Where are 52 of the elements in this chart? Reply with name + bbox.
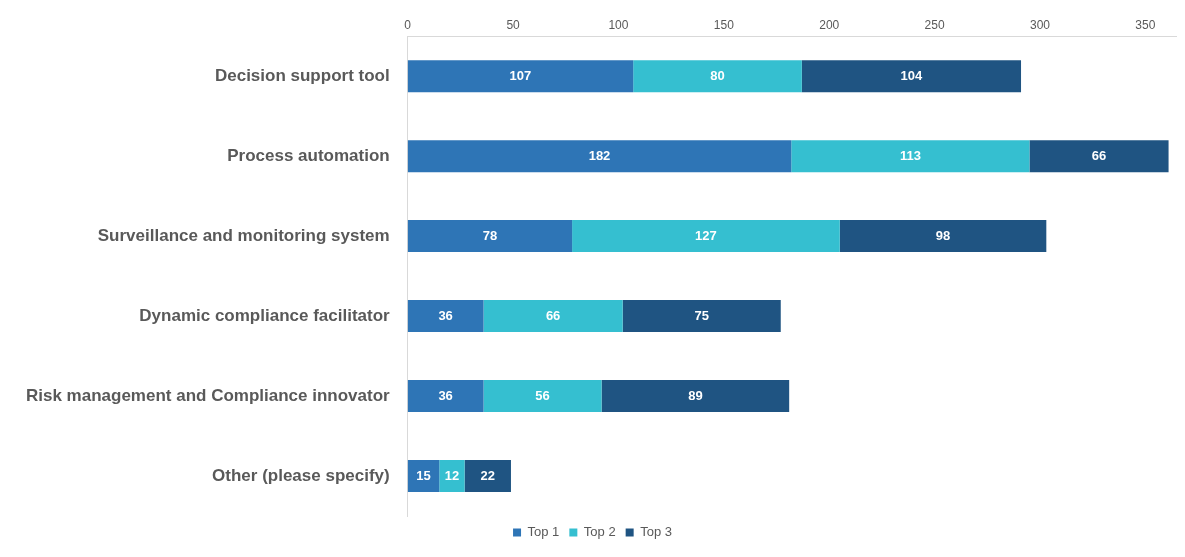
data-label: 89 bbox=[688, 387, 703, 403]
y-tick-label: Process automation bbox=[227, 145, 390, 165]
bar bbox=[407, 60, 634, 93]
data-label: 36 bbox=[438, 307, 453, 323]
data-label: 56 bbox=[535, 387, 550, 403]
data-label: 12 bbox=[444, 467, 460, 483]
data-label: 127 bbox=[695, 227, 717, 243]
x-tick-label: 300 bbox=[1029, 18, 1051, 33]
bar bbox=[483, 300, 623, 333]
y-tick-label: Risk management and Compliance innovator bbox=[25, 385, 391, 405]
bar bbox=[407, 220, 573, 253]
data-label: 75 bbox=[694, 307, 709, 323]
x-tick-label: 50 bbox=[506, 18, 521, 33]
y-tick-label: Dynamic compliance facilitator bbox=[139, 305, 391, 325]
data-label: 113 bbox=[899, 147, 921, 163]
x-tick-label: 0 bbox=[404, 18, 412, 33]
legend-label: Top 1 bbox=[527, 524, 560, 540]
bar bbox=[483, 380, 602, 413]
bar bbox=[464, 460, 511, 493]
data-label: 107 bbox=[509, 67, 532, 83]
data-label: 36 bbox=[438, 387, 453, 403]
x-tick-label: 350 bbox=[1135, 18, 1156, 33]
data-label: 15 bbox=[416, 467, 431, 483]
data-label: 80 bbox=[710, 67, 725, 83]
bar bbox=[791, 140, 1030, 173]
data-label: 104 bbox=[900, 67, 924, 83]
bar bbox=[407, 140, 792, 173]
data-label: 66 bbox=[1091, 147, 1107, 163]
y-tick-label: Decision support tool bbox=[214, 65, 390, 85]
bar bbox=[407, 380, 484, 413]
bar bbox=[407, 300, 484, 333]
bar bbox=[622, 300, 781, 333]
data-label: 66 bbox=[545, 307, 561, 323]
bar bbox=[801, 60, 1022, 93]
y-tick-label: Other (please specify) bbox=[212, 465, 390, 485]
y-tick-label: Surveillance and monitoring system bbox=[97, 225, 390, 245]
x-tick-label: 150 bbox=[713, 18, 735, 33]
data-label: 78 bbox=[482, 227, 498, 243]
bar bbox=[439, 460, 465, 493]
bar bbox=[572, 220, 840, 253]
data-label: 182 bbox=[588, 147, 611, 163]
x-tick-label: 100 bbox=[608, 18, 629, 33]
data-label: 98 bbox=[935, 227, 951, 243]
bar bbox=[601, 380, 790, 413]
x-tick-label: 250 bbox=[924, 18, 945, 33]
bar bbox=[1029, 140, 1169, 173]
x-tick-label: 200 bbox=[819, 18, 840, 33]
legend-label: Top 3 bbox=[640, 524, 672, 540]
data-label: 22 bbox=[480, 467, 496, 483]
legend-label: Top 2 bbox=[583, 524, 616, 540]
bar bbox=[839, 220, 1047, 253]
bar bbox=[633, 60, 802, 93]
